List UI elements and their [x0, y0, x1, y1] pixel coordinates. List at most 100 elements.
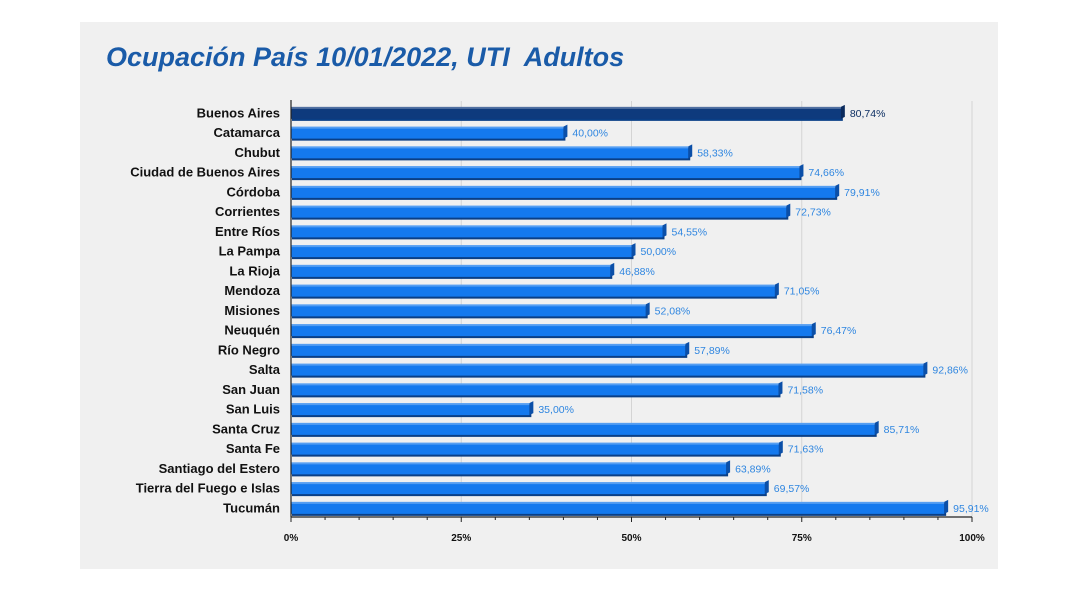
- bar: [291, 284, 775, 297]
- category-label: Ciudad de Buenos Aires: [130, 165, 280, 180]
- category-label: San Luis: [226, 402, 280, 417]
- bar-highlight: [291, 185, 836, 188]
- bar-highlight: [291, 205, 787, 208]
- bar-highlight: [291, 304, 646, 307]
- data-label: 69,57%: [774, 483, 810, 495]
- category-label: Catamarca: [214, 125, 281, 140]
- x-tick-label: 0%: [284, 533, 299, 544]
- x-tick-label: 25%: [451, 533, 471, 544]
- bar-side: [786, 203, 791, 218]
- data-label: 95,91%: [953, 503, 989, 515]
- data-label: 74,66%: [808, 167, 844, 179]
- bar: [291, 343, 686, 356]
- bar: [291, 166, 800, 179]
- category-label: Chubut: [235, 145, 281, 160]
- bar-side: [811, 322, 816, 337]
- x-tick-label: 100%: [959, 533, 985, 544]
- data-label: 57,89%: [694, 345, 730, 357]
- data-label: 35,00%: [538, 404, 574, 416]
- category-label: Córdoba: [227, 184, 281, 199]
- bar: [291, 205, 787, 218]
- bar-side: [778, 440, 783, 455]
- bar-side: [631, 243, 636, 258]
- data-label: 63,89%: [735, 463, 771, 475]
- bar: [291, 146, 689, 159]
- bar: [291, 245, 632, 258]
- data-label: 72,73%: [795, 207, 831, 219]
- bar-highlight: [291, 383, 779, 386]
- data-label: 46,88%: [619, 266, 655, 278]
- bar: [291, 126, 564, 139]
- bar-highlight: [291, 482, 765, 485]
- bar: [291, 462, 727, 475]
- bar: [291, 225, 663, 238]
- bar-side: [529, 401, 534, 416]
- data-label: 40,00%: [572, 128, 608, 140]
- chart-title: Ocupación País 10/01/2022, UTI Adultos: [106, 42, 625, 72]
- data-label: 71,58%: [787, 384, 823, 396]
- bar-highlight: [291, 225, 663, 228]
- bar-highlight: [291, 126, 564, 129]
- bar-highlight: [291, 442, 779, 445]
- bar-highlight: [291, 462, 727, 465]
- bar-highlight: [291, 501, 945, 504]
- bar: [291, 403, 530, 416]
- category-label: Entre Ríos: [215, 224, 280, 239]
- category-label: Santiago del Estero: [159, 461, 280, 476]
- data-label: 54,55%: [671, 226, 707, 238]
- bar: [291, 383, 779, 396]
- category-label: Tucumán: [223, 500, 280, 515]
- bar-side: [799, 164, 804, 179]
- bar-side: [645, 302, 650, 317]
- category-label: Santa Cruz: [212, 421, 280, 436]
- bar-highlight: [291, 422, 875, 425]
- bar-side: [662, 223, 667, 238]
- bar: [291, 482, 765, 495]
- bar-side: [944, 499, 949, 514]
- bar: [291, 304, 646, 317]
- bar-highlight: [291, 264, 611, 267]
- category-label: Misiones: [224, 303, 280, 318]
- bar-highlight: [291, 284, 775, 287]
- bar: [291, 185, 836, 198]
- data-label: 79,91%: [844, 187, 880, 199]
- data-label: 50,00%: [641, 246, 677, 258]
- category-label: Corrientes: [215, 204, 280, 219]
- bar: [291, 264, 611, 277]
- bar-side: [778, 381, 783, 396]
- bar: [291, 422, 875, 435]
- bar-side: [840, 104, 845, 119]
- category-label: Buenos Aires: [197, 105, 280, 120]
- bar: [291, 324, 812, 337]
- category-label: San Juan: [222, 382, 280, 397]
- data-label: 92,86%: [932, 365, 968, 377]
- bar-highlight: [291, 343, 686, 346]
- category-label: Tierra del Fuego e Islas: [136, 481, 280, 496]
- data-label: 76,47%: [821, 325, 857, 337]
- x-tick-label: 50%: [621, 533, 641, 544]
- bar: [291, 363, 924, 376]
- bar-highlight: [291, 106, 841, 109]
- bar-side: [563, 124, 568, 139]
- bar: [291, 442, 779, 455]
- bar-side: [874, 420, 879, 435]
- bar-side: [688, 144, 693, 159]
- category-label: Río Negro: [218, 342, 280, 357]
- category-label: Salta: [249, 362, 281, 377]
- data-label: 58,33%: [697, 147, 733, 159]
- bar: [291, 501, 945, 514]
- category-label: La Rioja: [229, 263, 280, 278]
- data-label: 52,08%: [655, 305, 691, 317]
- data-label: 71,63%: [788, 444, 824, 456]
- category-label: Santa Fe: [226, 441, 280, 456]
- data-label: 80,74%: [850, 108, 886, 120]
- bar-side: [835, 183, 840, 198]
- data-label: 71,05%: [784, 286, 820, 298]
- x-tick-label: 75%: [792, 533, 812, 544]
- data-label: 85,71%: [884, 424, 920, 436]
- bar: [291, 106, 841, 119]
- bar-highlight: [291, 403, 530, 406]
- bar-side: [764, 480, 769, 495]
- category-label: Mendoza: [224, 283, 280, 298]
